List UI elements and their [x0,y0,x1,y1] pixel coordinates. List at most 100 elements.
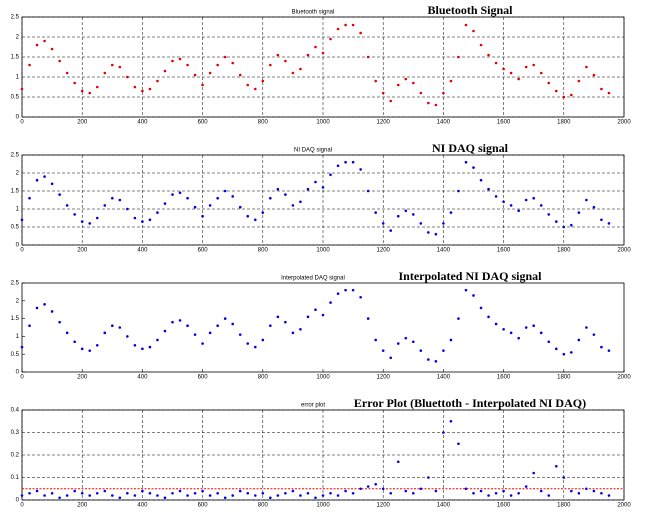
data-point [201,489,204,493]
data-point [50,47,54,51]
y-tick-label: 0.2 [11,453,20,459]
data-point [193,333,197,336]
data-point [517,336,520,340]
data-point [58,320,61,324]
data-point [351,23,355,27]
plot-title: error plot [301,403,325,409]
data-point [186,324,189,328]
data-point [381,487,385,491]
x-tick-label: 200 [77,375,88,381]
annotation: NI DAQ signal [432,141,509,155]
data-point [570,223,573,227]
data-point [126,335,129,338]
data-point [178,319,182,322]
data-point [276,53,280,57]
x-tick-label: 0 [20,248,24,254]
data-point [35,178,39,182]
data-point [88,349,92,352]
data-point [291,204,295,207]
y-tick-label: 1.5 [11,55,20,61]
x-tick-label: 1400 [437,120,451,126]
data-point [269,196,272,200]
x-tick-label: 200 [77,503,88,509]
data-point [253,345,257,349]
data-point [261,491,265,495]
data-point [472,491,475,495]
data-point [126,75,129,79]
data-point [95,85,99,89]
data-point [208,204,212,207]
data-point [554,220,558,223]
x-tick-label: 0 [20,375,24,381]
data-point [306,491,310,495]
data-point [412,491,415,495]
data-point [336,27,340,31]
data-point [156,211,159,214]
data-point [344,288,347,292]
x-tick-label: 2000 [617,120,631,126]
x-tick-label: 800 [258,248,269,254]
data-point [65,204,69,207]
x-tick-label: 1200 [377,248,391,254]
x-tick-label: 1000 [316,120,330,126]
data-point [336,292,340,295]
data-point [50,491,54,495]
data-point [314,45,317,49]
data-point [585,65,588,69]
data-point [517,209,520,213]
data-point [457,317,460,320]
data-point [35,43,39,47]
y-tick-label: 0.4 [11,408,20,414]
data-point [404,489,408,493]
data-point [577,79,581,83]
data-point [419,222,423,225]
data-point [178,191,182,195]
x-tick-label: 2000 [617,375,631,381]
plot-title: Interpolated DAQ signal [281,276,345,282]
data-point [73,340,76,344]
x-tick-label: 1800 [557,248,571,254]
data-point [133,494,137,497]
x-tick-label: 800 [258,120,269,126]
data-point [502,327,505,331]
data-point [562,352,566,356]
data-point [389,99,393,103]
y-tick-label: 0 [16,498,20,504]
data-point [524,485,528,488]
data-point [193,205,197,209]
data-point [253,494,257,497]
data-point [156,494,159,497]
data-point [396,214,400,218]
data-point [306,187,310,191]
data-point [141,489,144,493]
data-point [419,349,423,352]
data-point [404,336,408,340]
data-point [494,61,498,65]
data-point [517,491,520,495]
data-point [95,344,99,347]
data-point [269,63,272,67]
data-point [111,494,114,497]
data-point [73,213,76,216]
data-point [193,73,197,77]
y-tick-label: 2.5 [11,153,20,159]
y-tick-label: 0.3 [11,430,20,436]
data-point [186,494,189,497]
data-point [118,65,122,69]
data-point [344,23,347,27]
data-point [539,71,543,75]
annotation: Bluetooth Signal [427,3,513,17]
data-point [502,67,505,71]
data-point [103,331,107,335]
data-point [336,494,340,497]
y-tick-label: 0 [16,243,20,249]
data-point [103,489,107,493]
data-point [585,487,588,491]
data-point [329,491,332,495]
data-point [43,303,46,306]
x-tick-label: 1200 [377,375,391,381]
data-point [111,196,114,200]
data-point [457,442,460,446]
data-point [276,315,280,319]
